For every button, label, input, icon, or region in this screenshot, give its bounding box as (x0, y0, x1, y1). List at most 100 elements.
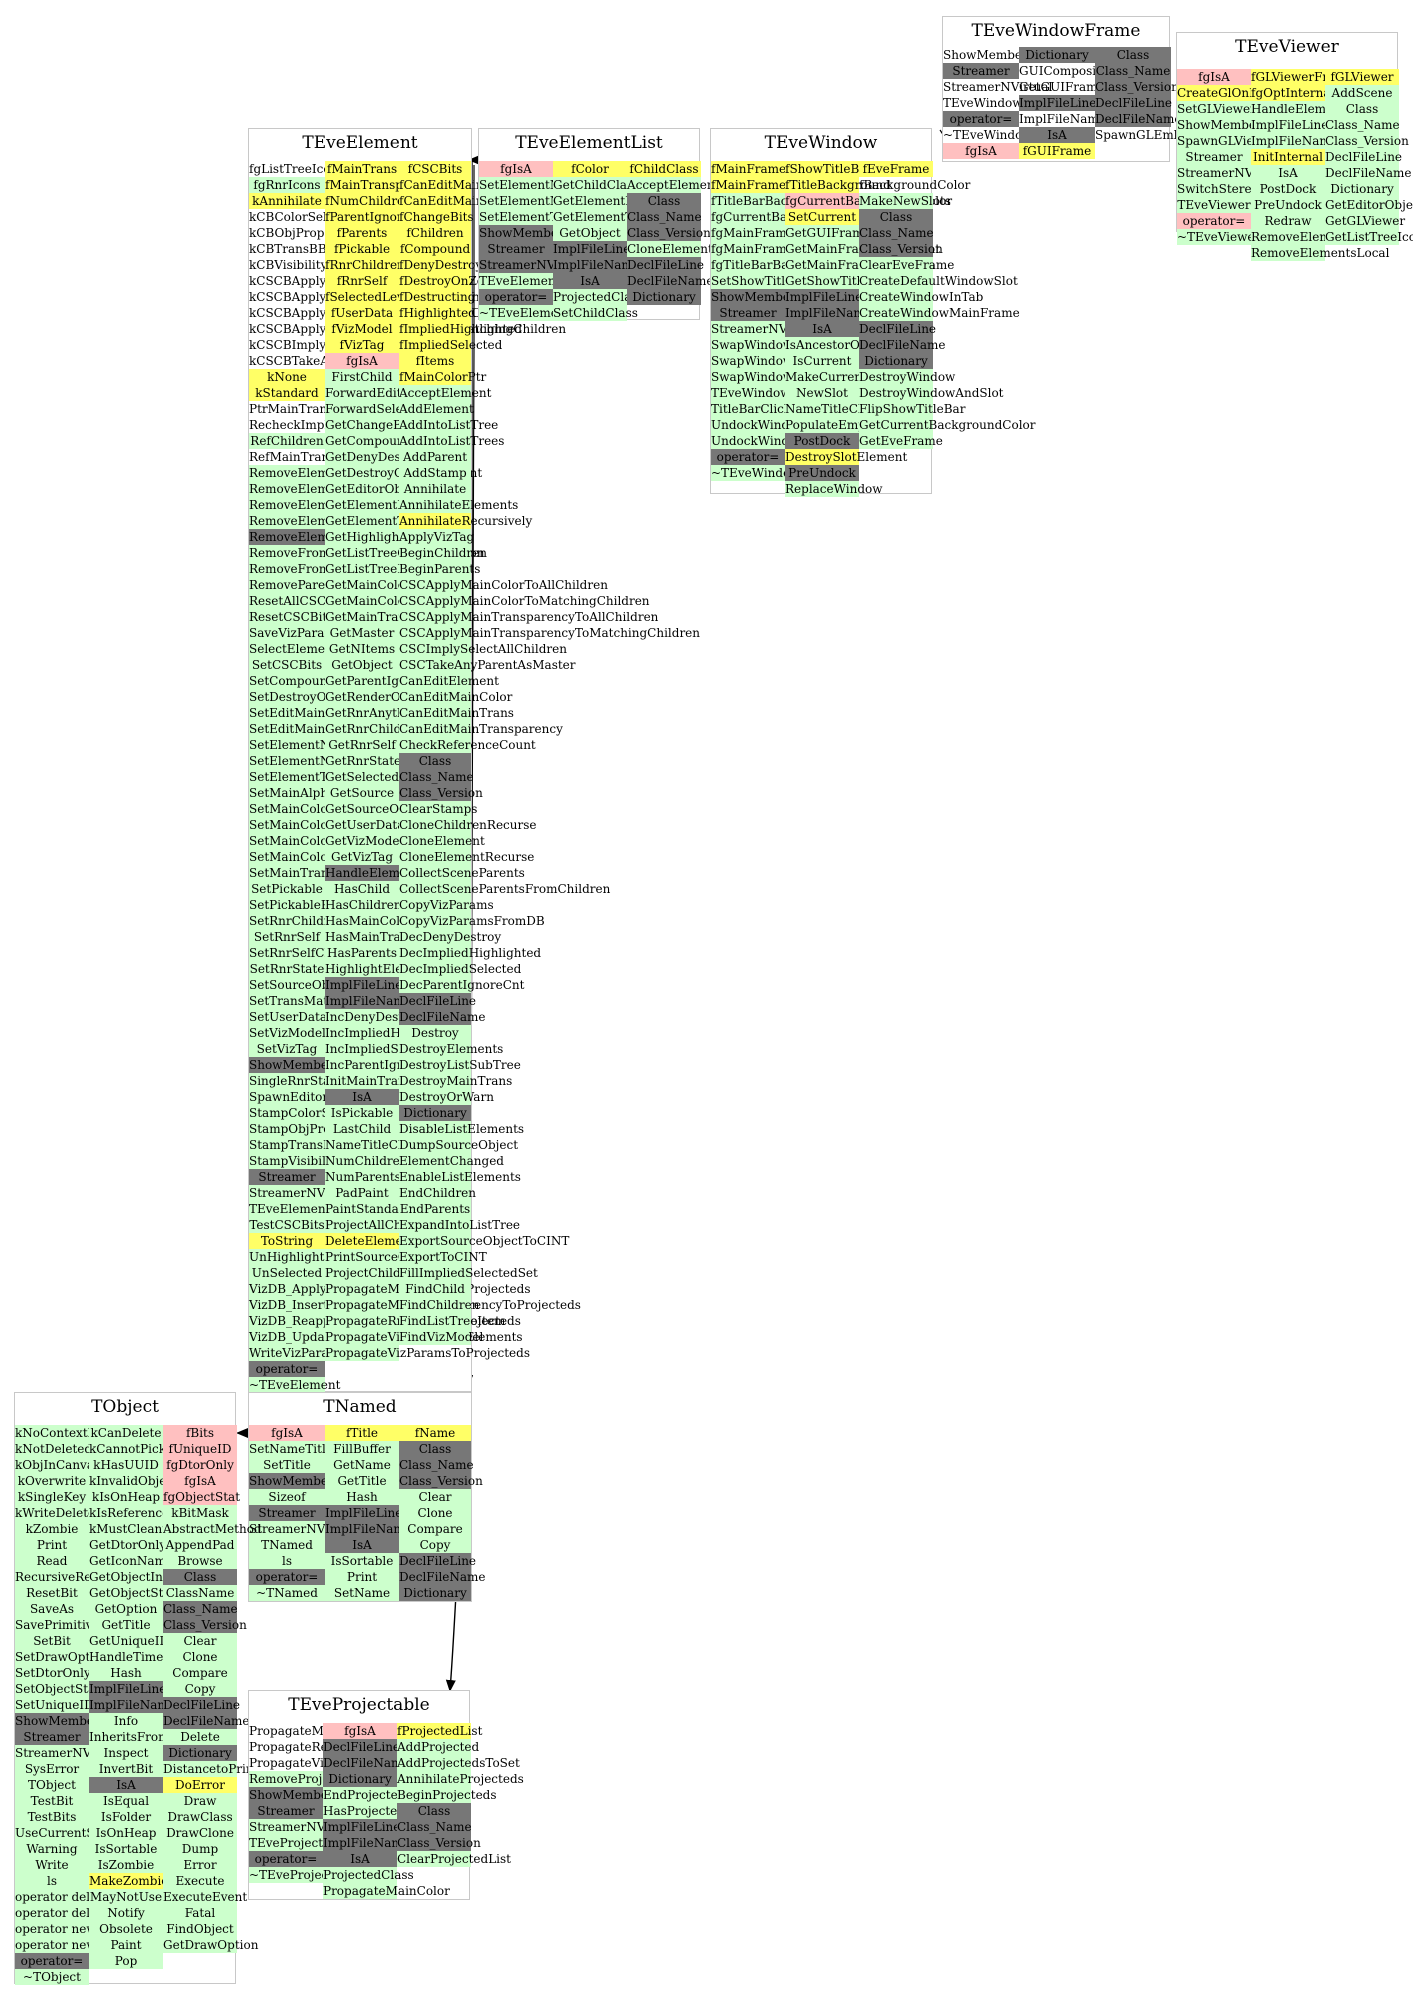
member-cell: GUICompositeFrame (1019, 64, 1148, 78)
member-cell: operator= (249, 1851, 323, 1867)
member-cell: DecImpliedSelected (399, 961, 522, 977)
member-cell: ImplFileName (1019, 112, 1106, 126)
member-cell: TEveElementList (479, 273, 584, 289)
member-cell: SetChildClass (553, 305, 638, 321)
member-cell: UndockWindowDestroySlot (711, 433, 878, 449)
member-cell: SaveAs (15, 1601, 89, 1617)
member-cell: PropagateVizParams (249, 1756, 376, 1770)
member-cell: Dictionary (399, 1585, 471, 1601)
member-cell: GetRnrSelf (325, 737, 399, 753)
member-cell: CSCApplyMainColorToMatchingChildren (399, 593, 650, 609)
member-cell: kAnnihilate (249, 193, 325, 209)
member-cell: fgOptInternal (1251, 85, 1335, 101)
member-cell: SetTitle (249, 1457, 325, 1473)
member-cell: ImplFileName (325, 993, 412, 1009)
member-column: fCSCBits fCanEditMainColor fCanEditMainTra… (399, 161, 700, 1345)
member-cell: StreamerNVirtual (249, 1185, 359, 1201)
member-cell: GetTitle (89, 1617, 163, 1633)
member-cell: StreamerNVirtual (711, 321, 821, 337)
class-box-teveviewer: TEveViewer fgIsA CreateGlOnDockings SetGLVi… (1176, 32, 1413, 261)
member-cell: GetListTreeIcon (1325, 229, 1413, 245)
member-cell: fParents (325, 225, 399, 241)
member-cell: kCBTransBBox (249, 242, 341, 256)
member-cell: ForwardEdit (325, 385, 402, 401)
member-cell: AddProjected (397, 1739, 480, 1755)
member-cell: ExportSourceObjectToCINT (399, 1233, 570, 1249)
member-cell: ImplFileName (89, 1697, 176, 1713)
member-cell: NameTitleChanged (325, 1137, 443, 1153)
member-cell: Clone (163, 1649, 237, 1665)
member-cell: Copy (163, 1681, 237, 1697)
member-cell: fSelectedLevel (325, 289, 415, 305)
member-cell: GetCompound (325, 433, 413, 449)
member-cell: VizDB_UpdateModel (249, 1329, 375, 1345)
member-cell: fGLViewerFrame (1251, 69, 1354, 85)
member-cell: BeginProjecteds (397, 1787, 497, 1803)
class-title: TEveElement (302, 133, 418, 153)
member-cell: Streamer (249, 1505, 325, 1521)
member-cell: Class_Version (163, 1617, 247, 1633)
member-cell: Streamer (15, 1729, 89, 1745)
member-cell: ProjectChild (325, 1265, 401, 1281)
member-cell: SetVizTag (249, 1041, 325, 1057)
member-column: PropagateMainTransparencyPropagateRender… (249, 1723, 426, 1883)
member-cell: DeclFileName (399, 1009, 486, 1025)
member-cell: GetEditorObject (1325, 197, 1413, 213)
member-cell: FillImpliedSelectedSet (399, 1265, 538, 1281)
member-cell: UnHighlighted (249, 1249, 340, 1265)
member-cell: IncParentIgnoreCnt (325, 1057, 447, 1073)
member-cell: MakeCurrent (785, 369, 867, 385)
member-column: fColor GetChildClass GetElementName GetElem… (553, 161, 661, 321)
member-column: fgIsA DeclFileLine DeclFileName Dictionary E… (323, 1723, 450, 1899)
member-column: fgIsA SetElementName SetElementNameTitle Se… (479, 161, 614, 321)
member-cell: MakeZombie (89, 1873, 169, 1889)
member-cell: Dump (163, 1841, 237, 1857)
member-cell: RemoveElements (249, 497, 355, 513)
member-cell: fImpliedHighlighted (399, 321, 523, 337)
member-cell: TEveWindow (711, 385, 791, 401)
member-cell: Class_Version (859, 241, 943, 257)
member-cell: SpawnEditor (249, 1089, 329, 1105)
member-cell: Class (397, 1803, 471, 1819)
member-cell: GetVizTag (325, 849, 399, 865)
member-cell: RefMainTrans (249, 450, 336, 464)
member-cell: DecImpliedHighlighted (399, 945, 542, 961)
class-title: TEveViewer (1235, 37, 1339, 57)
member-cell: ~TEveElementList (479, 305, 594, 321)
member-cell: fgCurrentBackgroundColor (785, 193, 952, 209)
member-cell: SetPickableRecursively (249, 897, 392, 913)
member-cell: ReplaceWindow (785, 481, 883, 497)
member-cell: fBits (163, 1425, 237, 1441)
member-cell: NewSlot (785, 385, 859, 401)
member-cell: operator delete (15, 1889, 110, 1905)
member-column: fgIsA CreateGlOnDockings SetGLViewer ShowMe… (1177, 69, 1305, 245)
member-cell: fgIsA (325, 353, 399, 369)
member-cell: ClearEveFrame (859, 257, 955, 273)
member-cell: Pop (89, 1953, 163, 1969)
member-cell: ResetCSCBits (249, 609, 334, 625)
member-column: fgIsA SetNameTitle SetTitle ShowMembers Size… (249, 1425, 358, 1601)
member-cell: GetListTreeCheckBoxIcon (325, 545, 484, 561)
member-cell: GetNItems (325, 641, 399, 657)
member-cell: GetObject (553, 225, 627, 241)
member-cell: GetRnrState (325, 753, 402, 769)
member-cell: SetRnrChildren (249, 913, 345, 929)
member-cell: fMainColorPtr (399, 369, 487, 385)
member-cell: SwitchStereo (1177, 181, 1259, 197)
member-cell: StampVisibility (249, 1153, 342, 1169)
member-cell: SetMainColor (249, 801, 334, 817)
member-cell: GetIconName (89, 1553, 174, 1569)
member-cell: ProjectAllChildren (325, 1217, 438, 1233)
member-cell: FindChildren (399, 1297, 480, 1313)
member-cell: kCannotPick (89, 1441, 167, 1457)
member-cell: ~TEveWindow (711, 465, 801, 481)
member-cell: EnableListElements (399, 1169, 521, 1185)
member-cell: IsPickable (325, 1105, 399, 1121)
member-cell: operator= (249, 1569, 325, 1585)
member-cell: SetDtorOnly (15, 1665, 91, 1681)
member-cell: GetEveFrame (859, 433, 943, 449)
member-cell: SetElementNameTitle (479, 193, 614, 209)
member-cell: Obsolete (89, 1921, 163, 1937)
class-box-teveelement: TEveElement fgListTreeIcons fgRnrIcons kAnn… (248, 128, 700, 1393)
member-cell: CloneElementRecurse (399, 849, 535, 865)
